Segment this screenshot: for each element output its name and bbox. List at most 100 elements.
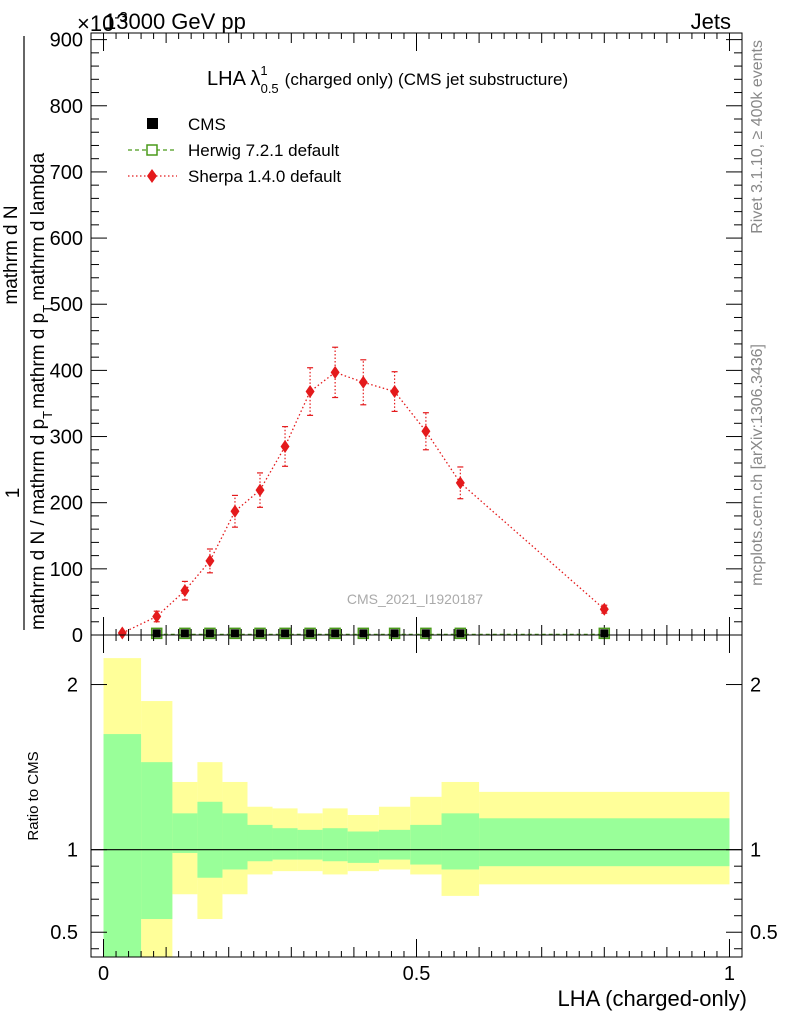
ratio-ytick-label-right: 0.5	[750, 922, 778, 944]
ratio-inner-band-bin	[247, 824, 273, 862]
legend-herwig-marker	[146, 144, 158, 156]
main-ylabel: 1 mathrm d N / mathrm d pTmathrm d pTmat…	[1, 36, 55, 630]
cms-point	[281, 629, 290, 638]
legend-cms-marker	[147, 118, 158, 129]
main-data-layer	[117, 346, 611, 640]
ylabel-part-1: mathrm d N / mathrm d p	[28, 419, 49, 630]
main-ytick-label: 300	[50, 427, 83, 449]
ylabel-part-5: mathrm d lambda	[28, 153, 49, 301]
legend-herwig-label: Herwig 7.2.1 default	[188, 141, 339, 160]
main-ytick-label: 700	[50, 162, 83, 184]
ratio-inner-band-bin	[141, 762, 173, 920]
category-label: Jets	[691, 9, 731, 34]
sherpa-point	[117, 626, 127, 640]
ratio-inner-band-bin	[347, 831, 379, 863]
sherpa-point	[599, 602, 609, 616]
ratio-inner-band-bin	[297, 829, 323, 860]
plot-title-sub: 0.5	[261, 81, 279, 96]
legend-sherpa-label: Sherpa 1.4.0 default	[188, 167, 341, 186]
ratio-inner-band-bin	[410, 824, 442, 865]
sherpa-point	[455, 476, 465, 490]
cms-point	[359, 629, 368, 638]
ratio-tick-labels: 0.5 0.5 1 1 2 2 0 0.5 1	[50, 675, 778, 985]
xtick-label: 0.5	[403, 963, 431, 985]
ratio-plot-panel: 0.5 0.5 1 1 2 2 0 0.5 1 Ratio to CMS LHA (charge…	[25, 634, 778, 1011]
ylabel-t2: T	[40, 305, 55, 313]
ratio-inner-band-bin	[222, 813, 248, 870]
main-ytick-label: 900	[50, 30, 83, 52]
sherpa-point	[205, 554, 215, 568]
legend-cms-label: CMS	[188, 115, 226, 134]
main-ytick-label: 600	[50, 228, 83, 250]
ratio-ytick-label-right: 1	[750, 840, 761, 862]
main-ytick-label: 200	[50, 493, 83, 515]
rivet-label: Rivet 3.1.10, ≥ 400k events	[749, 40, 766, 234]
main-ytick-label: 400	[50, 360, 83, 382]
legend: CMS Herwig 7.2.1 default Sherpa 1.4.0 de…	[128, 115, 341, 186]
sherpa-point	[180, 584, 190, 598]
ylabel-numerator: 1	[3, 488, 24, 499]
ylabel-part-3: mathrm d p	[28, 313, 49, 409]
ratio-ytick-label-left: 1	[67, 840, 78, 862]
sherpa-point	[358, 375, 368, 389]
cms-point	[421, 629, 430, 638]
cms-point	[230, 629, 239, 638]
ratio-inner-band-bin	[322, 828, 348, 862]
ratio-ytick-label-right: 2	[750, 675, 761, 697]
legend-sherpa-marker	[147, 169, 157, 183]
sherpa-point	[390, 385, 400, 399]
cms-point	[256, 629, 265, 638]
sherpa-point	[305, 385, 315, 399]
main-ytick-label: 500	[50, 294, 83, 316]
cms-point	[306, 629, 315, 638]
ratio-ytick-label-left: 2	[67, 675, 78, 697]
xtick-label: 1	[724, 963, 735, 985]
mcplots-label: mcplots.cern.ch [arXiv:1306.3436]	[749, 344, 766, 586]
plot-title-suffix: (charged only) (CMS jet substructure)	[285, 70, 568, 89]
cms-point	[180, 629, 189, 638]
ratio-inner-band-bin	[197, 801, 223, 878]
main-ytick-labels: 0 100 200 300 400 500 600 700 800 900	[50, 30, 83, 647]
x-axis-label: LHA (charged-only)	[557, 986, 747, 1011]
ratio-inner-band-bin	[479, 818, 730, 867]
xtick-label: 0	[98, 963, 109, 985]
ratio-inner-band-bin	[103, 734, 142, 957]
scale-exponent-power: -3	[114, 9, 127, 26]
ratio-inner-band-bin	[272, 828, 298, 860]
sherpa-point	[280, 439, 290, 453]
cms-point	[390, 629, 399, 638]
cms-point	[331, 629, 340, 638]
ratio-inner-band-bin	[172, 813, 198, 853]
sherpa-line	[122, 371, 605, 634]
cms-point	[205, 629, 214, 638]
plot-title-sup: 1	[260, 63, 267, 78]
sherpa-point	[255, 483, 265, 497]
main-plot-panel: 0 100 200 300 400 500 600 700 800 900 LHA λ1 0.5 (c…	[50, 30, 743, 647]
plot-title-main: LHA λ	[207, 68, 260, 90]
ylabel-t1: T	[40, 411, 55, 419]
main-ytick-label: 100	[50, 559, 83, 581]
scale-exponent: ×10-3	[77, 9, 128, 36]
analysis-watermark: CMS_2021_I1920187	[347, 591, 483, 607]
cms-point	[600, 629, 609, 638]
main-ytick-label: 0	[72, 625, 83, 647]
sherpa-point	[330, 365, 340, 379]
main-ytick-label: 800	[50, 96, 83, 118]
ratio-ylabel: Ratio to CMS	[25, 751, 42, 840]
ratio-axis-ticks	[91, 635, 742, 957]
plot-title: LHA λ1 0.5 (charged only) (CMS jet substru…	[207, 63, 568, 96]
ratio-inner-band-bin	[378, 829, 411, 860]
ratio-inner-band-bin	[441, 813, 480, 870]
cms-point	[456, 629, 465, 638]
ratio-bands	[91, 658, 742, 957]
sherpa-point	[152, 609, 162, 623]
sherpa-point	[421, 424, 431, 438]
scale-exponent-base: ×10	[77, 11, 114, 36]
sherpa-point	[230, 504, 240, 518]
ylabel-dn: mathrm d N	[1, 205, 22, 304]
energy-label: 13000 GeV pp	[104, 9, 246, 34]
cms-point	[152, 629, 161, 638]
ratio-ytick-label-left: 0.5	[50, 922, 78, 944]
ylabel-denominator: mathrm d N / mathrm d pTmathrm d pTmathr…	[28, 153, 55, 630]
